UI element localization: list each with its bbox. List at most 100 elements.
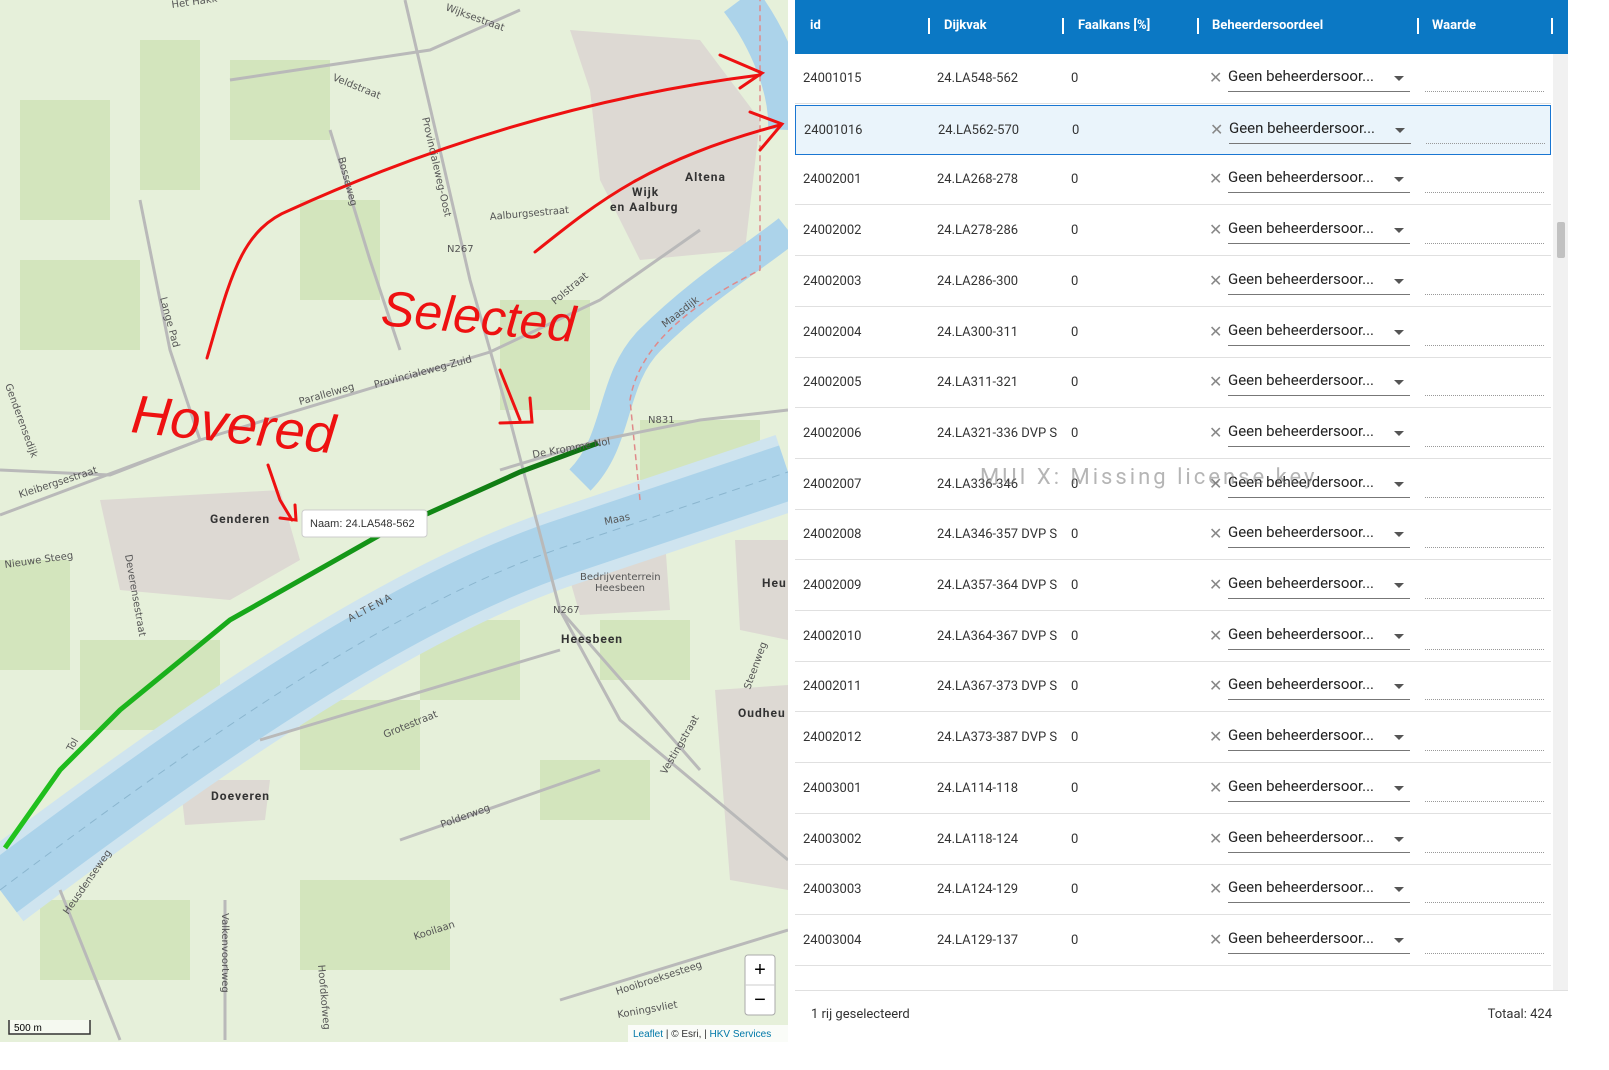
zoom-in[interactable]: + — [754, 959, 766, 981]
select-caret[interactable] — [1395, 127, 1405, 133]
select[interactable]: Geen beheerdersoor... — [1228, 929, 1410, 954]
column-header[interactable]: id — [810, 18, 821, 33]
select-caret[interactable] — [1394, 430, 1404, 436]
select-caret[interactable] — [1394, 329, 1404, 335]
select-caret[interactable] — [1394, 684, 1404, 690]
select-caret[interactable] — [1394, 76, 1404, 81]
value-input[interactable] — [1425, 445, 1544, 447]
value-input[interactable] — [1425, 344, 1544, 346]
grid-row[interactable]: 24002005 24.LA311-321 0 ✕ Geen beheerdersoor… — [795, 358, 1551, 409]
clear-button[interactable]: ✕ — [1209, 625, 1223, 645]
select-caret[interactable] — [1394, 785, 1404, 791]
select[interactable]: Geen beheerdersoor... — [1228, 675, 1410, 701]
value-input[interactable] — [1425, 192, 1544, 194]
column-header[interactable]: Faalkans [%] — [1078, 18, 1151, 33]
value-input[interactable] — [1425, 243, 1544, 245]
select[interactable]: Geen beheerdersoor... — [1228, 828, 1410, 853]
grid-row[interactable]: 24003004 24.LA129-137 0 ✕ Geen beheerdersoor… — [795, 916, 1551, 966]
clear-button[interactable]: ✕ — [1209, 321, 1223, 341]
clear-button[interactable]: ✕ — [1210, 119, 1224, 139]
grid-row[interactable]: 24002002 24.LA278-286 0 ✕ Geen beheerdersoor… — [795, 206, 1551, 257]
select-caret[interactable] — [1394, 228, 1404, 234]
select-caret[interactable] — [1394, 735, 1404, 741]
grid-row[interactable]: 24002003 24.LA286-300 0 ✕ Geen beheerdersoor… — [795, 257, 1551, 307]
attribution-link[interactable]: Leaflet — [633, 1029, 663, 1040]
value-input[interactable] — [1425, 547, 1544, 549]
select[interactable]: Geen beheerdersoor... — [1228, 422, 1410, 447]
select-caret[interactable] — [1394, 481, 1404, 487]
clear-button[interactable]: ✕ — [1209, 727, 1223, 747]
scroll-thumb[interactable] — [1557, 222, 1565, 258]
select[interactable]: Geen beheerdersoor... — [1228, 523, 1410, 549]
column-header[interactable]: Waarde — [1432, 18, 1477, 33]
select[interactable]: Geen beheerdersoor... — [1228, 777, 1410, 802]
grid-row[interactable]: 24002001 24.LA268-278 0 ✕ Geen beheerdersoor… — [795, 155, 1551, 206]
grid-row[interactable]: 24003002 24.LA118-124 0 ✕ Geen beheerdersoor… — [795, 815, 1551, 865]
value-input[interactable] — [1425, 851, 1544, 853]
select-caret[interactable] — [1394, 532, 1404, 538]
clear-button[interactable]: ✕ — [1209, 220, 1223, 240]
clear-button[interactable]: ✕ — [1209, 473, 1223, 493]
value-input[interactable] — [1425, 952, 1544, 954]
clear-button[interactable]: ✕ — [1209, 372, 1223, 392]
select[interactable]: Geen beheerdersoor... — [1228, 625, 1410, 650]
clear-button[interactable]: ✕ — [1209, 270, 1223, 290]
grid-row[interactable]: 24002011 24.LA367-373 DVP S 0 ✕ Geen beheerd… — [795, 662, 1551, 713]
select-caret[interactable] — [1394, 937, 1404, 943]
select[interactable]: Geen beheerdersoor... — [1228, 219, 1410, 245]
clear-button[interactable]: ✕ — [1209, 524, 1223, 544]
select[interactable]: Geen beheerdersoor... — [1228, 270, 1410, 295]
select[interactable]: Geen beheerdersoor... — [1228, 321, 1410, 346]
grid-row[interactable]: 24003001 24.LA114-118 0 ✕ Geen beheerdersoor… — [795, 764, 1551, 814]
value-input[interactable] — [1425, 496, 1544, 498]
grid-row[interactable]: 24001015 24.LA548-562 0 ✕ Geen beheerdersoor… — [795, 54, 1551, 104]
select-caret[interactable] — [1394, 633, 1404, 639]
select[interactable]: Geen beheerdersoor... — [1229, 119, 1411, 144]
clear-button[interactable]: ✕ — [1209, 422, 1223, 442]
value-input[interactable] — [1425, 750, 1544, 752]
select-caret[interactable] — [1394, 278, 1404, 284]
value-input[interactable] — [1425, 91, 1544, 92]
select-caret[interactable] — [1394, 836, 1404, 842]
grid-row[interactable]: 24002007 24.LA336-346 0 ✕ Geen beheerdersoor… — [795, 460, 1551, 510]
grid-row[interactable]: 24001016 24.LA562-570 0 ✕ Geen beheerdersoor… — [795, 104, 1551, 155]
clear-button[interactable]: ✕ — [1209, 777, 1223, 797]
select-caret[interactable] — [1394, 887, 1404, 893]
grid-row[interactable]: 24002004 24.LA300-311 0 ✕ Geen beheerdersoor… — [795, 308, 1551, 358]
select-caret[interactable] — [1394, 177, 1404, 183]
value-input[interactable] — [1425, 800, 1544, 802]
grid-row[interactable]: 24002012 24.LA373-387 DVP S 0 ✕ Geen beheerd… — [795, 713, 1551, 764]
select[interactable]: Geen beheerdersoor... — [1228, 726, 1410, 752]
clear-button[interactable]: ✕ — [1209, 169, 1223, 189]
grid-row[interactable]: 24003003 24.LA124-129 0 ✕ Geen beheerdersoor… — [795, 865, 1551, 916]
grid-row[interactable]: 24002009 24.LA357-364 DVP S 0 ✕ Geen beheerd… — [795, 561, 1551, 611]
column-header[interactable]: Beheerdersoordeel — [1212, 18, 1324, 33]
clear-button[interactable]: ✕ — [1209, 68, 1223, 87]
value-input[interactable] — [1425, 699, 1544, 701]
grid-row[interactable]: 24002010 24.LA364-367 DVP S 0 ✕ Geen beheerd… — [795, 612, 1551, 662]
select[interactable]: Geen beheerdersoor... — [1228, 168, 1410, 194]
clear-button[interactable]: ✕ — [1209, 676, 1223, 696]
clear-button[interactable]: ✕ — [1209, 879, 1223, 899]
value-input[interactable] — [1426, 142, 1545, 144]
grid-row[interactable]: 24002006 24.LA321-336 DVP S 0 ✕ Geen beheerd… — [795, 409, 1551, 459]
select[interactable]: Geen beheerdersoor... — [1228, 371, 1410, 397]
select[interactable]: Geen beheerdersoor... — [1228, 473, 1410, 498]
clear-button[interactable]: ✕ — [1209, 575, 1223, 594]
value-input[interactable] — [1425, 395, 1544, 397]
value-input[interactable] — [1425, 648, 1544, 650]
value-input[interactable] — [1425, 293, 1544, 295]
select-caret[interactable] — [1394, 583, 1404, 588]
clear-button[interactable]: ✕ — [1209, 828, 1223, 848]
select[interactable]: Geen beheerdersoor... — [1228, 574, 1410, 599]
value-input[interactable] — [1425, 598, 1544, 599]
value-input[interactable] — [1425, 902, 1544, 904]
select[interactable]: Geen beheerdersoor... — [1228, 878, 1410, 904]
column-header[interactable]: Dijkvak — [944, 18, 987, 33]
zoom-out[interactable]: − — [754, 989, 766, 1011]
attribution-link[interactable]: HKV Services — [710, 1029, 772, 1040]
select-caret[interactable] — [1394, 380, 1404, 386]
clear-button[interactable]: ✕ — [1209, 929, 1223, 949]
grid-row[interactable]: 24002008 24.LA346-357 DVP S 0 ✕ Geen beheerd… — [795, 510, 1551, 561]
scrollbar[interactable] — [1553, 54, 1568, 990]
